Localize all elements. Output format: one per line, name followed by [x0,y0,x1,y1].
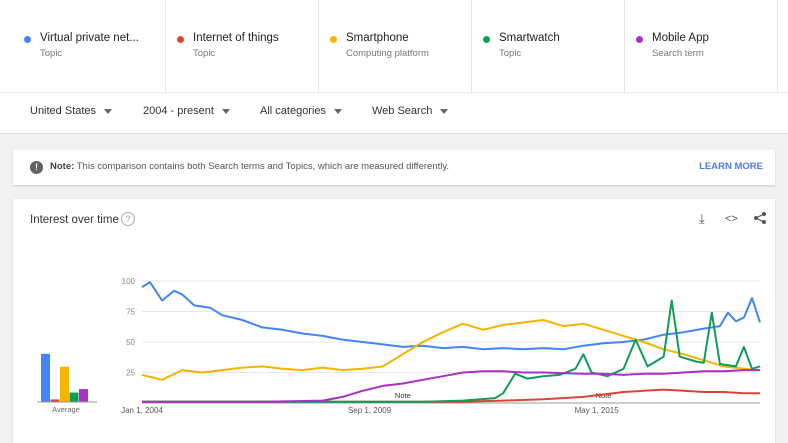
series-line [141,281,761,351]
note-label: Note: [50,161,75,172]
info-icon: ! [30,161,43,174]
chevron-down-icon [104,108,113,114]
series-color-dot [24,36,31,43]
average-bar [79,389,88,402]
series-color-dot [330,36,337,43]
term-type: Topic [499,48,522,59]
term-type: Search term [652,48,704,59]
help-icon[interactable]: ? [121,212,135,226]
series-color-dot [177,36,184,43]
series-color-dot [636,36,643,43]
filter-bar: United States 2004 - present All categor… [0,92,788,134]
x-tick-label: Sep 1, 2009 [348,406,392,415]
learn-more-link[interactable]: LEARN MORE [699,161,763,172]
term-name: Smartwatch [499,32,560,44]
term-name: Internet of things [193,32,279,44]
card-title: Interest over time [30,214,119,226]
average-bar [60,366,69,402]
category-label: All categories [260,105,327,117]
term-5[interactable]: Mobile App Search term [625,0,778,92]
time-range-label: 2004 - present [143,105,214,117]
y-tick-label: 100 [122,277,136,286]
series-line [141,319,761,381]
term-type: Topic [40,48,63,59]
term-name: Mobile App [652,32,709,44]
series-color-dot [483,36,490,43]
region-dropdown[interactable]: United States [30,105,113,117]
x-tick-label: May 1, 2015 [575,406,620,415]
term-1[interactable]: Virtual private net... Topic [13,0,166,92]
search-property-dropdown[interactable]: Web Search [372,105,449,117]
chevron-down-icon [221,108,230,114]
category-dropdown[interactable]: All categories [260,105,343,117]
region-label: United States [30,105,97,117]
series-line [142,299,761,403]
interest-over-time-card: Interest over time ? ⤓ <> 25 50 75 100 Jan 1… [13,199,775,443]
share-icon[interactable] [753,211,767,228]
average-label: Average [52,405,80,414]
chevron-down-icon [334,108,343,114]
term-3[interactable]: Smartphone Computing platform [319,0,472,92]
y-tick-label: 25 [126,369,135,378]
average-bar [50,399,60,402]
chevron-down-icon [440,108,449,114]
search-property-label: Web Search [372,105,433,117]
average-bar [69,392,79,402]
note-message: This comparison contains both Search ter… [76,161,450,172]
note-text: Note: This comparison contains both Sear… [50,161,449,172]
embed-icon[interactable]: <> [725,213,738,225]
term-name: Smartphone [346,32,409,44]
download-icon[interactable]: ⤓ [699,211,705,226]
average-bar [41,353,50,402]
comparison-note: ! Note: This comparison contains both Se… [13,150,775,185]
term-type: Computing platform [346,48,429,59]
annotation-note: Note [395,391,411,400]
x-tick-label: Jan 1, 2004 [121,406,163,415]
series-line [142,369,760,403]
time-range-dropdown[interactable]: 2004 - present [143,105,230,117]
term-4[interactable]: Smartwatch Topic [472,0,625,92]
y-tick-label: 75 [126,308,135,317]
comparison-terms-bar: Virtual private net... Topic Internet of t… [0,0,788,92]
interest-chart: 25 50 75 100 Jan 1, 2004 Sep 1, 2009 May 1, 20… [37,277,761,415]
term-2[interactable]: Internet of things Topic [166,0,319,92]
term-name: Virtual private net... [40,32,139,44]
term-type: Topic [193,48,216,59]
y-tick-label: 50 [126,338,135,347]
